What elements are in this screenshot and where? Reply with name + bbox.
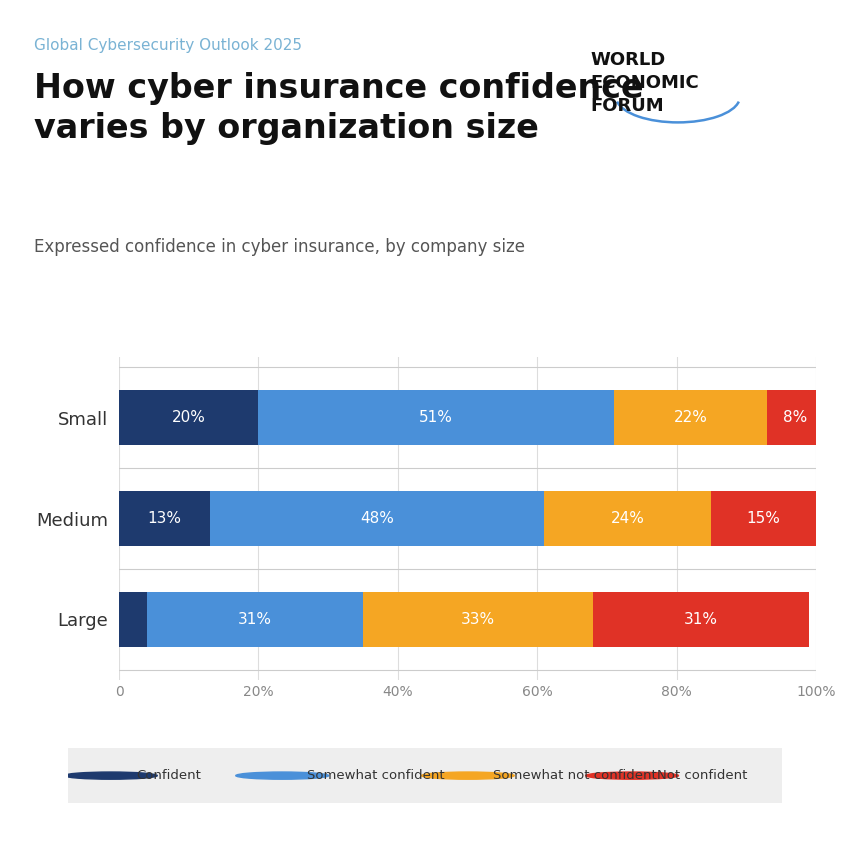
- Text: 20%: 20%: [172, 410, 206, 425]
- Text: 13%: 13%: [147, 511, 181, 526]
- Text: 24%: 24%: [611, 511, 645, 526]
- Circle shape: [422, 772, 514, 779]
- Text: 33%: 33%: [461, 612, 495, 627]
- Bar: [147, 592, 363, 647]
- Text: 51%: 51%: [419, 410, 453, 425]
- Text: Expressed confidence in cyber insurance, by company size: Expressed confidence in cyber insurance,…: [34, 238, 525, 256]
- Text: Somewhat not confident: Somewhat not confident: [493, 769, 656, 782]
- Bar: [544, 490, 711, 547]
- Circle shape: [65, 772, 157, 779]
- Text: Not confident: Not confident: [657, 769, 747, 782]
- Text: 31%: 31%: [238, 612, 272, 627]
- Text: Confident: Confident: [136, 769, 201, 782]
- Bar: [768, 390, 823, 445]
- Text: Somewhat confident: Somewhat confident: [307, 769, 445, 782]
- Text: varies by organization size: varies by organization size: [34, 112, 539, 145]
- Text: 48%: 48%: [360, 511, 394, 526]
- Bar: [119, 490, 210, 547]
- Text: 31%: 31%: [684, 612, 718, 627]
- Bar: [593, 592, 809, 647]
- Bar: [614, 390, 768, 445]
- Bar: [119, 592, 147, 647]
- Text: 15%: 15%: [747, 511, 780, 526]
- Text: Global Cybersecurity Outlook 2025: Global Cybersecurity Outlook 2025: [34, 38, 302, 54]
- Bar: [711, 490, 816, 547]
- Text: 22%: 22%: [673, 410, 707, 425]
- Text: How cyber insurance confidence: How cyber insurance confidence: [34, 72, 643, 105]
- Text: WORLD
ECONOMIC
FORUM: WORLD ECONOMIC FORUM: [591, 51, 700, 115]
- Bar: [119, 390, 258, 445]
- Circle shape: [586, 772, 678, 779]
- Bar: [258, 390, 614, 445]
- Circle shape: [235, 772, 329, 779]
- FancyBboxPatch shape: [47, 746, 803, 805]
- Text: 8%: 8%: [783, 410, 808, 425]
- Bar: [210, 490, 544, 547]
- Bar: [363, 592, 593, 647]
